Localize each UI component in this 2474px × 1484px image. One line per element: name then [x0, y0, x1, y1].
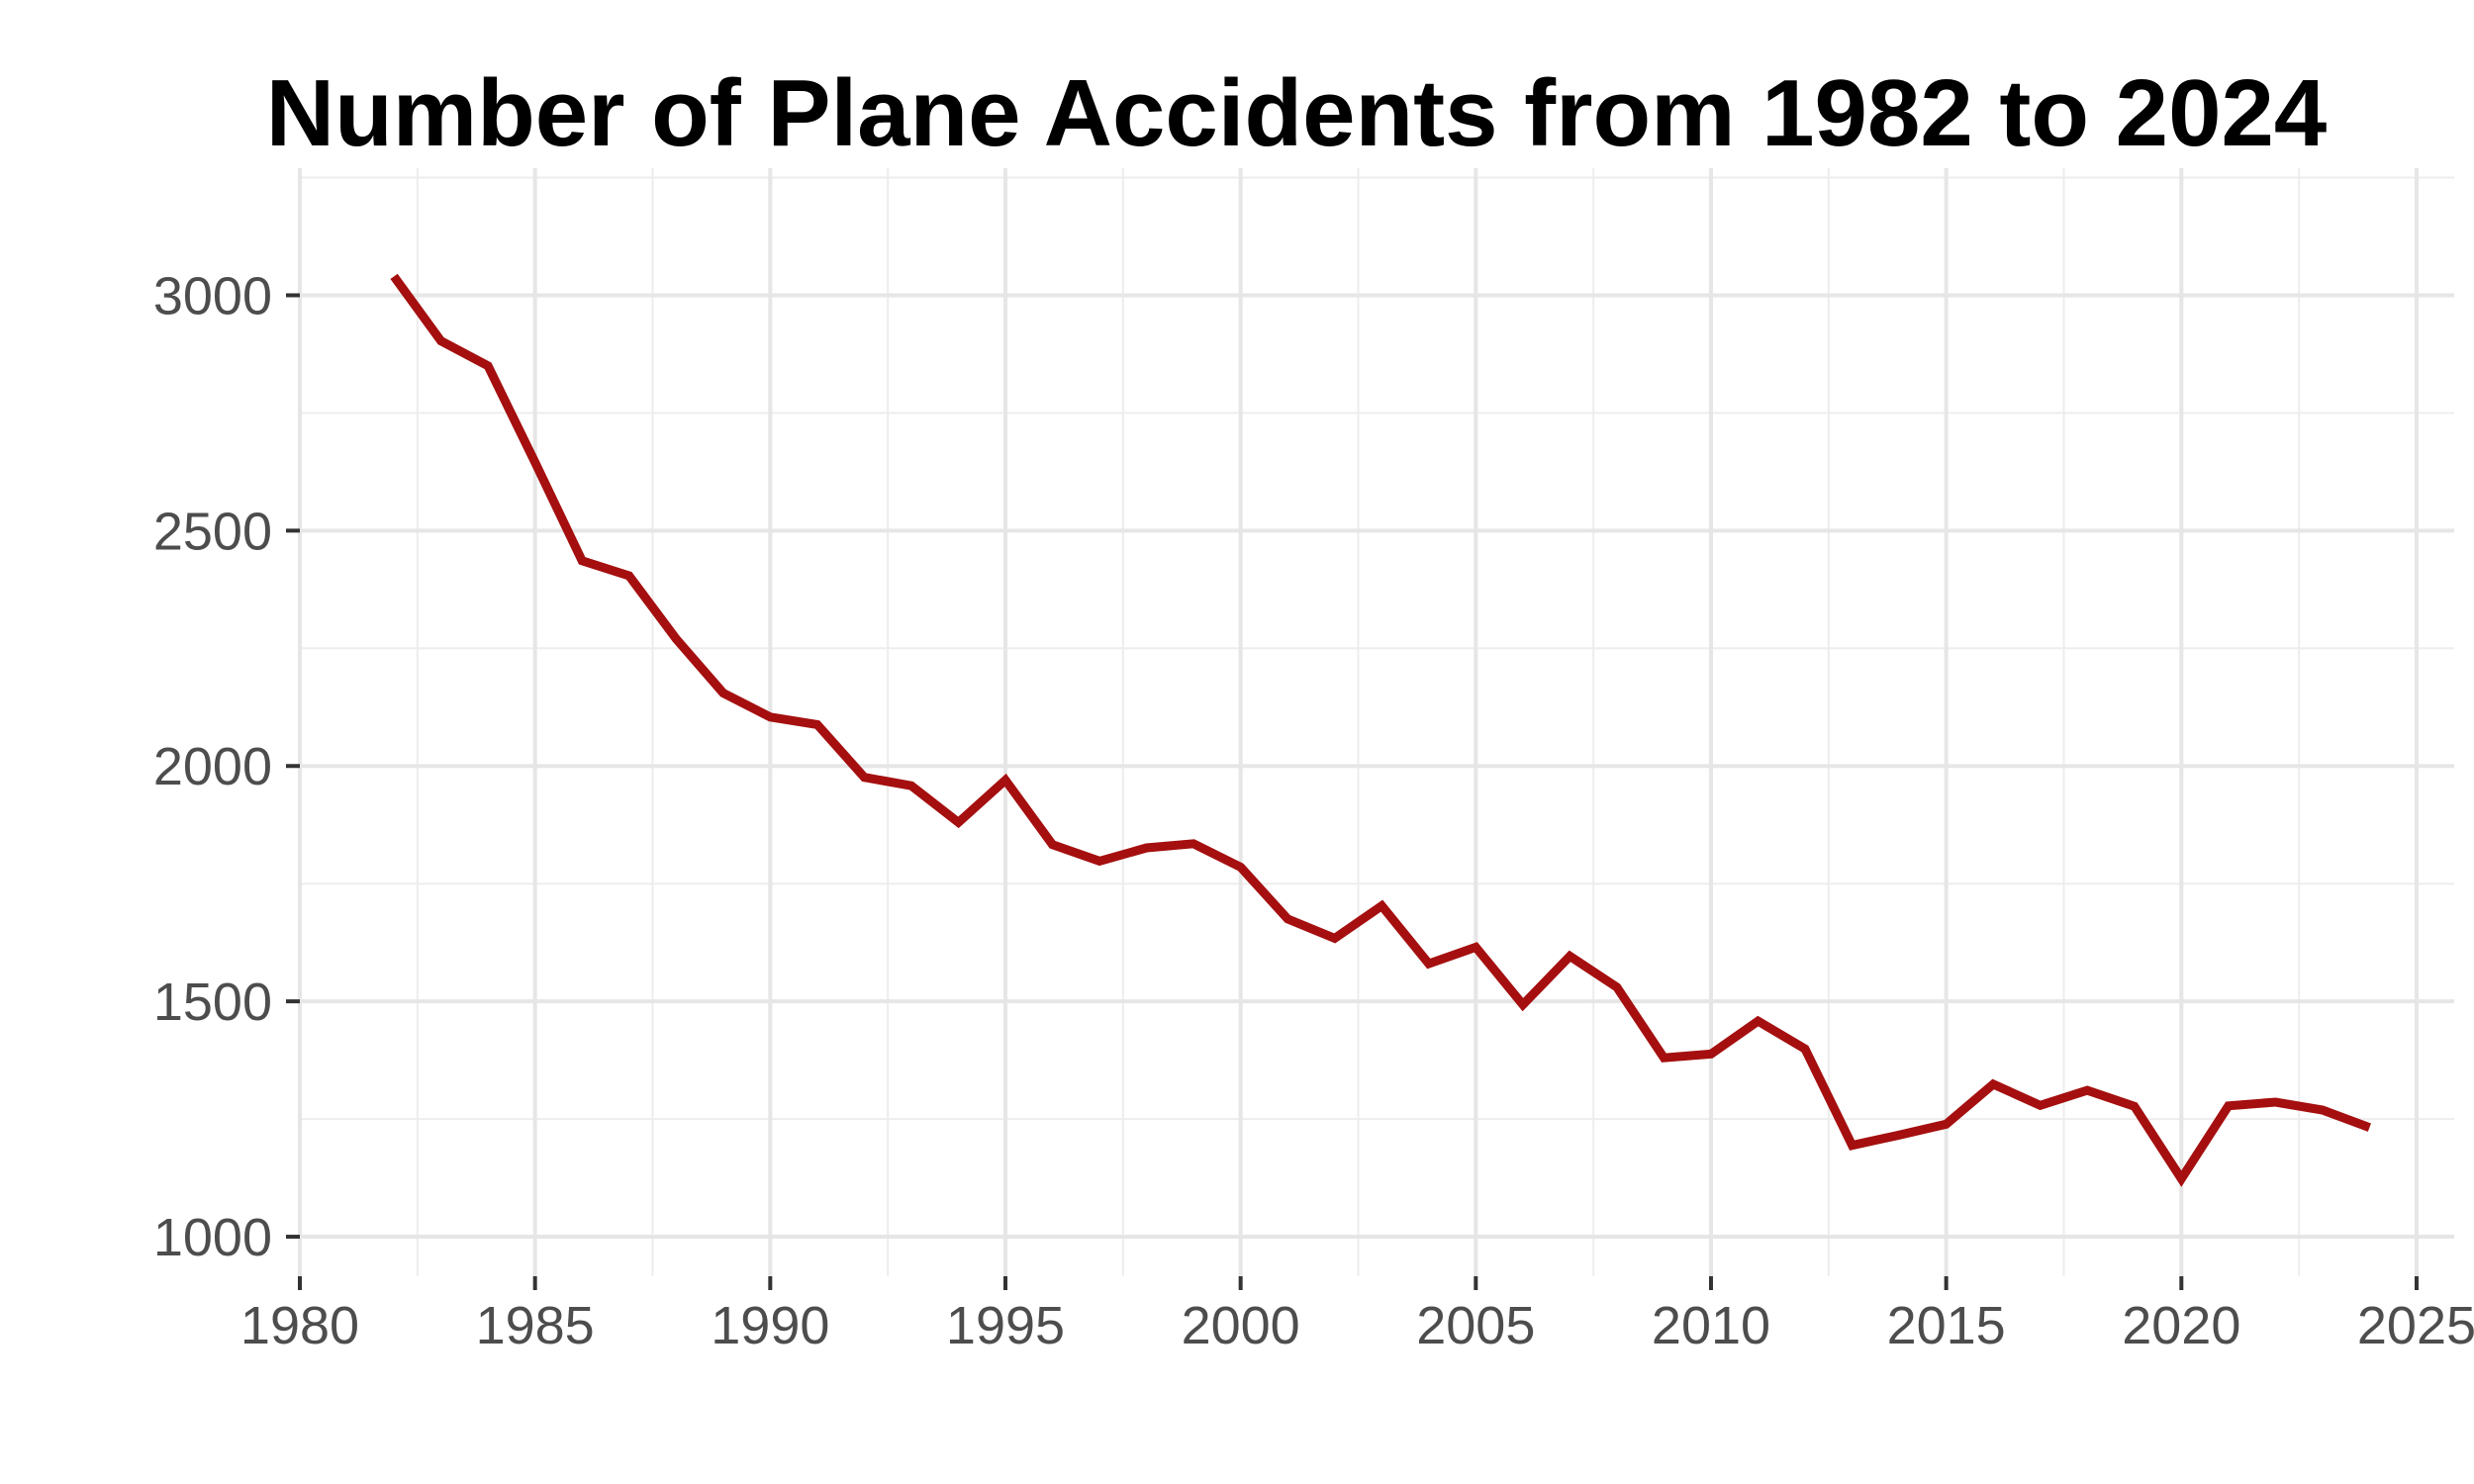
x-tick-label: 1980 [240, 1296, 359, 1355]
x-tick-label: 2000 [1182, 1296, 1300, 1355]
x-tick-label: 2010 [1652, 1296, 1770, 1355]
y-tick-label: 1500 [153, 973, 272, 1032]
x-tick-label: 1995 [946, 1296, 1065, 1355]
series-line [390, 273, 2371, 1187]
x-tick-label: 2015 [1887, 1296, 2006, 1355]
y-tick-label: 3000 [153, 266, 272, 325]
x-tick-label: 1990 [711, 1296, 829, 1355]
x-tick-label: 1985 [476, 1296, 595, 1355]
x-tick-label: 2025 [2357, 1296, 2474, 1355]
y-tick-label: 2500 [153, 502, 272, 561]
y-tick-label: 1000 [153, 1208, 272, 1267]
x-tick-label: 2020 [2122, 1296, 2240, 1355]
chart-title: Number of Plane Accidents from 1982 to 2… [265, 60, 2328, 166]
y-tick-label: 2000 [153, 737, 272, 796]
x-tick-label: 2005 [1416, 1296, 1535, 1355]
